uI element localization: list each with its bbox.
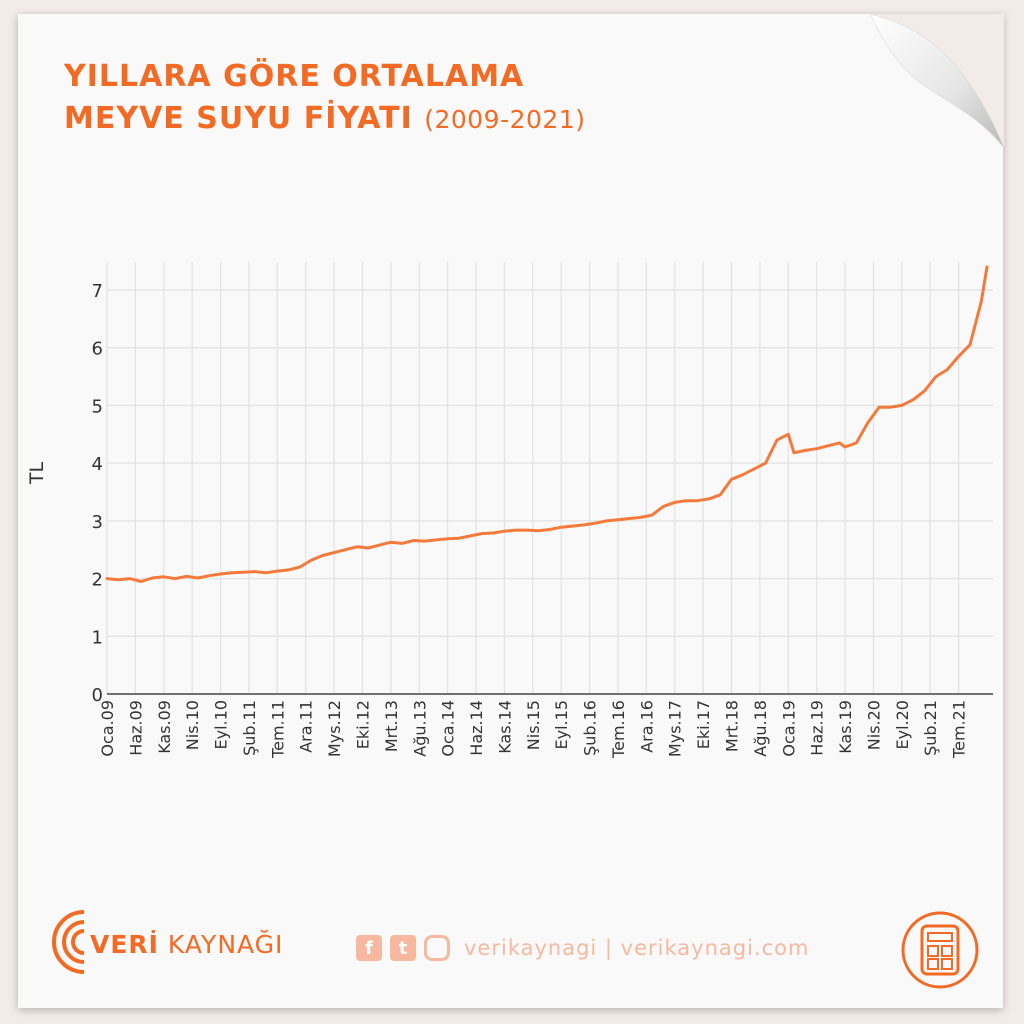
- social-links: f t verikaynagi | verikaynagi.com: [356, 933, 809, 963]
- y-tick-label: 0: [92, 685, 103, 706]
- twitter-icon[interactable]: t: [390, 935, 416, 961]
- x-tick-label: Oca.19: [779, 700, 798, 757]
- x-tick-label: Ara.11: [297, 700, 316, 753]
- y-tick-label: 4: [92, 454, 103, 475]
- page-curl: [870, 14, 1004, 148]
- x-tick-label: Ara.16: [637, 700, 656, 753]
- y-tick-label: 2: [92, 570, 103, 591]
- x-tick-label: Oca.09: [98, 700, 117, 757]
- x-tick-label: Mys.17: [666, 700, 685, 757]
- x-tick-label: Tem.16: [609, 700, 628, 759]
- x-tick-label: Eki.17: [694, 700, 713, 749]
- x-tick-label: Şub.16: [581, 700, 600, 756]
- x-tick-label: Kas.09: [155, 700, 174, 754]
- x-tick-label: Mrt.18: [723, 700, 742, 752]
- title-line-1: YILLARA GÖRE ORTALAMA: [64, 59, 525, 94]
- y-tick-label: 5: [92, 396, 103, 417]
- x-tick-label: Mys.12: [325, 700, 344, 757]
- x-tick-label: Şub.21: [921, 700, 940, 756]
- x-tick-label: Oca.14: [439, 700, 458, 757]
- title-subtitle: (2009-2021): [424, 105, 586, 134]
- series-line: [105, 265, 989, 583]
- social-handle[interactable]: verikaynagi | verikaynagi.com: [464, 936, 810, 960]
- x-tick-label: Şub.11: [240, 700, 259, 756]
- y-tick-label: 7: [92, 281, 103, 302]
- x-tick-label: Eki.12: [353, 700, 372, 749]
- facebook-icon[interactable]: f: [356, 935, 382, 961]
- x-tick-label: Kas.19: [836, 700, 855, 754]
- y-tick-label: 6: [92, 339, 103, 360]
- y-tick-label: 3: [92, 512, 103, 533]
- x-tick-label: Nis.10: [183, 700, 202, 750]
- x-tick-label: Nis.20: [864, 700, 883, 750]
- x-tick-label: Tem.21: [950, 700, 969, 759]
- x-tick-label: Mrt.13: [382, 700, 401, 752]
- x-tick-label: Eyl.20: [893, 700, 912, 749]
- x-tick-label: Ağu.18: [751, 700, 770, 757]
- x-tick-label: Tem.11: [268, 700, 287, 759]
- x-tick-label: Haz.19: [808, 700, 827, 756]
- brand-name-part2: KAYNAĞI: [158, 930, 284, 959]
- title-line-2: MEYVE SUYU FİYATI: [64, 101, 413, 136]
- x-tick-label: Haz.14: [467, 700, 486, 756]
- x-tick-label: Eyl.10: [212, 700, 231, 749]
- calculator-icon: [901, 911, 979, 989]
- x-tick-label: Haz.09: [126, 700, 145, 756]
- card-background: [18, 14, 1003, 1008]
- x-tick-label: Ağu.13: [410, 700, 429, 757]
- instagram-icon[interactable]: [424, 935, 450, 961]
- brand-name: VERİ KAYNAĞI: [90, 930, 283, 959]
- x-tick-label: Nis.15: [524, 700, 543, 750]
- x-tick-label: Kas.14: [495, 700, 514, 754]
- brand-name-part1: VERİ: [90, 930, 159, 959]
- x-tick-label: Eyl.15: [552, 700, 571, 749]
- y-tick-label: 1: [92, 627, 103, 648]
- brand-logo-icon: [52, 910, 85, 974]
- chart-title: YILLARA GÖRE ORTALAMA MEYVE SUYU FİYATI …: [64, 56, 585, 141]
